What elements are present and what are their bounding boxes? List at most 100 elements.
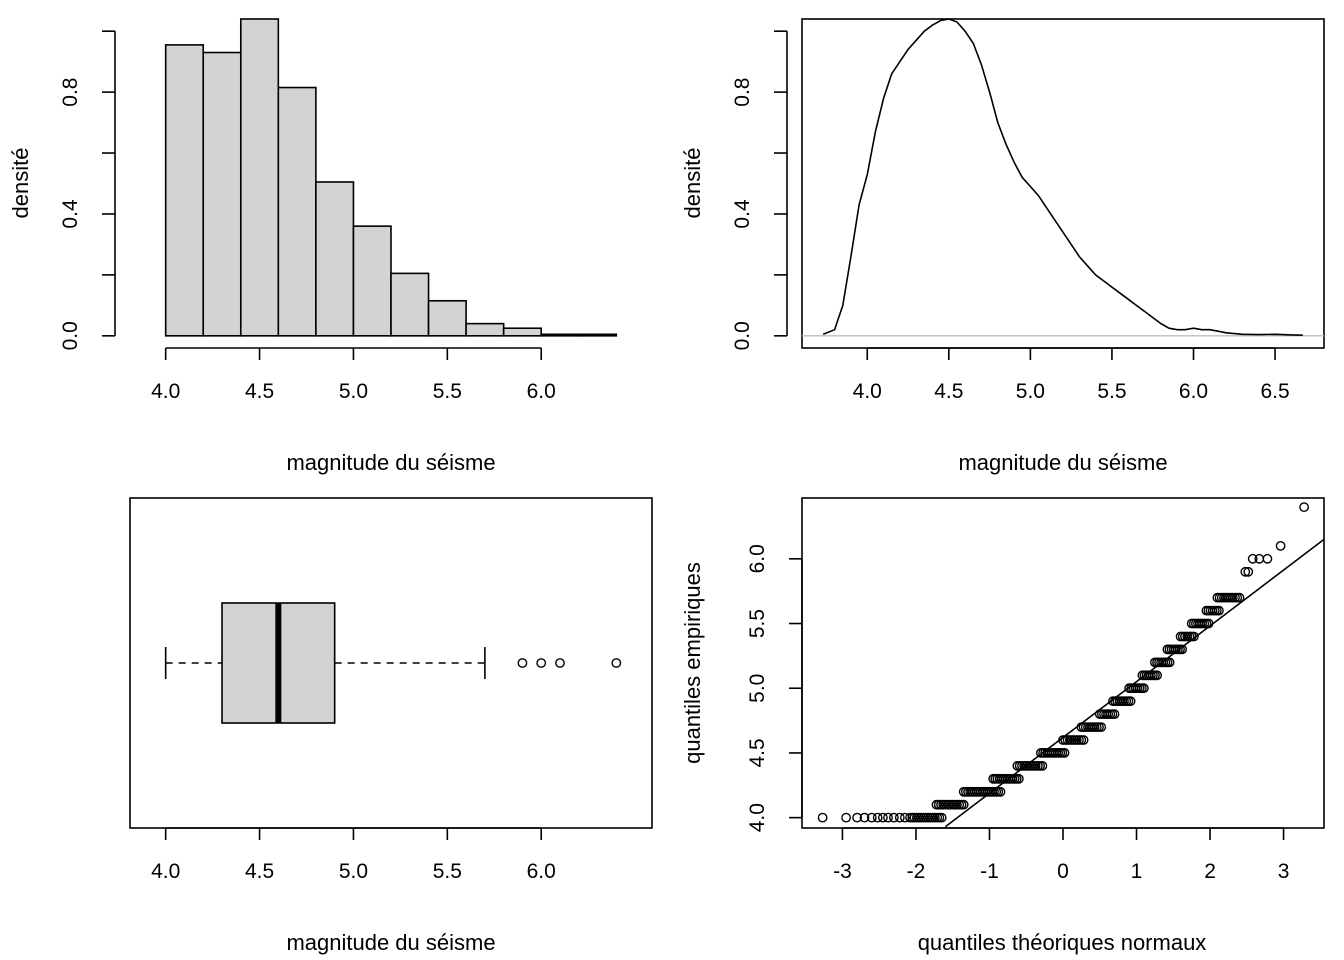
qq-y-tick-label: 4.0 xyxy=(746,803,769,832)
qq-sample-point xyxy=(1125,696,1136,707)
qq-sample-point xyxy=(1262,553,1273,564)
density-x-tick-label: 4.5 xyxy=(934,380,963,403)
qq-sample-point xyxy=(889,812,899,823)
qq-x-tick-label: 3 xyxy=(1278,860,1290,883)
density-x-tick-label: 5.0 xyxy=(1016,380,1045,403)
qq-x-axis-label: quantiles théoriques normaux xyxy=(918,930,1207,955)
qq-sample-point xyxy=(905,812,915,823)
qq-sample-point xyxy=(1177,644,1188,655)
qq-y-tick-label: 4.5 xyxy=(746,738,769,767)
density-y-tick-label: 0.0 xyxy=(731,321,754,350)
histogram-bar xyxy=(239,18,280,337)
qq-sample-point xyxy=(1240,566,1251,577)
qq-sample-point xyxy=(1243,566,1254,577)
histogram-bar xyxy=(427,299,467,337)
hist-x-tick-label: 5.0 xyxy=(339,380,368,403)
qq-sample-point xyxy=(936,812,947,823)
qq-sample-point xyxy=(841,812,851,823)
boxplot-outlier-point xyxy=(536,658,547,668)
histogram-bar xyxy=(390,272,430,337)
boxplot-outlier-point xyxy=(555,658,565,668)
histogram-bar xyxy=(164,44,205,337)
qq-x-tick-label: -3 xyxy=(833,860,852,883)
qq-x-tick-label: 1 xyxy=(1131,860,1143,883)
qq-sample-point xyxy=(1037,761,1048,771)
boxplot-outlier-point xyxy=(517,658,528,668)
histogram-bar xyxy=(540,333,580,337)
hist-x-tick-label: 4.0 xyxy=(151,380,180,403)
qq-y-axis-label: quantiles empiriques xyxy=(680,562,705,764)
qq-sample-point xyxy=(1164,657,1175,668)
qq-sample-point xyxy=(1152,670,1163,681)
qq-x-tick-label: -1 xyxy=(980,860,999,883)
boxplot-x-tick-label: 4.5 xyxy=(245,860,274,883)
qq-sample-point xyxy=(1096,722,1107,732)
qq-sample-point xyxy=(894,812,905,823)
qq-sample-point xyxy=(872,812,883,823)
qq-sample-point xyxy=(1275,541,1286,551)
hist-y-tick-label: 0.4 xyxy=(59,199,82,229)
boxplot-x-tick-label: 4.0 xyxy=(151,860,180,883)
qq-sample-point xyxy=(1109,709,1120,719)
density-y-axis-label: densité xyxy=(680,148,705,219)
histogram-bar xyxy=(465,322,505,337)
qq-sample-point xyxy=(1247,553,1258,564)
density-x-tick-label: 5.5 xyxy=(1097,380,1126,403)
histogram-panel: 4.0 4.5 5.0 5.5 6.0 0.0 0.4 0.8 magnitude du séi… xyxy=(8,18,618,475)
qq-sample-point xyxy=(995,786,1006,797)
qq-sample-point xyxy=(878,812,888,823)
qq-sample-point xyxy=(900,812,910,823)
hist-x-tick-label: 5.5 xyxy=(433,380,462,403)
qq-sample-point xyxy=(852,812,862,823)
qq-sample-point xyxy=(883,812,893,823)
boxplot-x-axis-label: magnitude du séisme xyxy=(286,930,495,955)
density-plot-frame xyxy=(801,18,1325,349)
density-x-tick-label: 6.0 xyxy=(1179,380,1208,403)
hist-x-tick-label: 6.0 xyxy=(527,380,556,403)
hist-y-axis-label: densité xyxy=(8,148,33,219)
qq-sample-point xyxy=(1014,773,1024,784)
qq-sample-point xyxy=(958,799,969,810)
boxplot-outlier-point xyxy=(611,658,622,668)
density-x-axis-label: magnitude du séisme xyxy=(958,450,1167,475)
qq-sample-point xyxy=(1203,618,1214,629)
qq-x-tick-label: -2 xyxy=(907,860,926,883)
qq-sample-point xyxy=(859,812,870,823)
qq-sample-point xyxy=(866,812,877,823)
hist-x-axis-label: magnitude du séisme xyxy=(286,450,495,475)
histogram-bar xyxy=(277,86,317,337)
histogram-bar xyxy=(502,327,543,337)
histogram-bar xyxy=(352,225,392,337)
hist-y-tick-label: 0.0 xyxy=(59,321,82,350)
density-panel: 4.0 4.5 5.0 5.5 6.0 6.5 0.0 0.4 0.8 magnitude du … xyxy=(680,18,1325,475)
boxplot-x-tick-label: 6.0 xyxy=(527,860,556,883)
qq-sample-point xyxy=(1078,735,1089,745)
qq-sample-point xyxy=(817,812,828,823)
qq-sample-point xyxy=(1234,592,1245,603)
qq-x-tick-label: 0 xyxy=(1057,860,1069,883)
histogram-bar xyxy=(577,333,618,337)
boxplot-x-tick-label: 5.0 xyxy=(339,860,368,883)
boxplot-panel: 4.0 4.5 5.0 5.5 6.0 magnitude du séisme xyxy=(129,497,653,955)
qq-sample-point xyxy=(1299,502,1310,512)
density-y-tick-label: 0.8 xyxy=(731,78,754,107)
density-x-tick-label: 4.0 xyxy=(853,380,882,403)
histogram-bar xyxy=(202,51,242,337)
qq-x-tick-label: 2 xyxy=(1204,860,1216,883)
density-x-tick-label: 6.5 xyxy=(1260,380,1289,403)
qq-y-tick-label: 6.0 xyxy=(746,544,769,573)
qq-y-tick-label: 5.0 xyxy=(746,674,769,703)
qq-plot-panel: -3 -2 -1 0 1 2 3 4.0 4.5 5.0 5.5 6.0 quantiles théor… xyxy=(680,497,1325,955)
hist-y-tick-label: 0.8 xyxy=(59,78,82,107)
hist-x-tick-label: 4.5 xyxy=(245,380,274,403)
qq-sample-point xyxy=(1139,683,1149,694)
qq-plot-frame xyxy=(801,497,1325,829)
density-curve xyxy=(822,18,1303,336)
boxplot-x-tick-label: 5.5 xyxy=(433,860,462,883)
histogram-bar xyxy=(315,181,355,337)
qq-sample-point xyxy=(1214,605,1224,616)
qq-sample-point xyxy=(1189,631,1199,642)
qq-sample-point xyxy=(1059,748,1070,758)
qq-y-tick-label: 5.5 xyxy=(746,609,769,638)
